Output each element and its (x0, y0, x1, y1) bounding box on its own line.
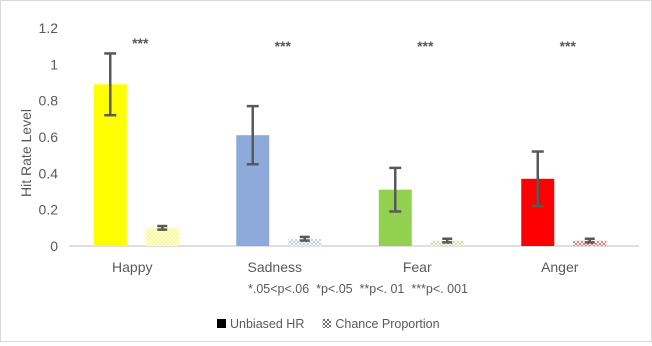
significance-note: *.05<p<.06 *p<.05 **p<. 01 ***p<. 001 (248, 282, 468, 296)
x-category-label: Sadness (248, 259, 302, 275)
y-axis-ticks: 0 0.2 0.4 0.6 0.8 1 1.2 (39, 20, 59, 254)
y-tick-label: 0.2 (39, 202, 59, 218)
legend-swatch-unbiased-hr (217, 319, 226, 328)
legend-swatch-chance-proportion (322, 319, 332, 328)
y-tick-label: 1.2 (39, 20, 59, 36)
y-tick-label: 0 (50, 238, 58, 254)
bar-chance-proportion (145, 227, 179, 246)
y-tick-label: 1 (50, 56, 58, 72)
y-tick-label: 0.8 (39, 93, 59, 109)
significance-marker: *** (560, 38, 577, 54)
bar-chance-proportion (288, 238, 322, 246)
bar-chart: 00.20.40.60.811.2 Hit Rate Level *** *** *… (18, 20, 639, 331)
legend-label: Unbiased HR (230, 317, 304, 331)
y-tick-label: 0.4 (39, 165, 59, 181)
legend: Unbiased HR Chance Proportion (217, 317, 440, 331)
bars: *** *** *** *** (93, 35, 607, 246)
significance-marker: *** (417, 38, 434, 54)
significance-marker: *** (275, 38, 292, 54)
legend-label: Chance Proportion (335, 317, 439, 331)
y-axis-label: Hit Rate Level (18, 109, 34, 197)
x-category-label: Happy (112, 259, 152, 275)
x-category-label: Fear (403, 259, 432, 275)
x-axis-labels: Happy Sadness Fear Anger (112, 259, 579, 275)
x-category-label: Anger (541, 259, 579, 275)
significance-marker: *** (132, 35, 149, 51)
y-tick-label: 0.6 (39, 129, 59, 145)
